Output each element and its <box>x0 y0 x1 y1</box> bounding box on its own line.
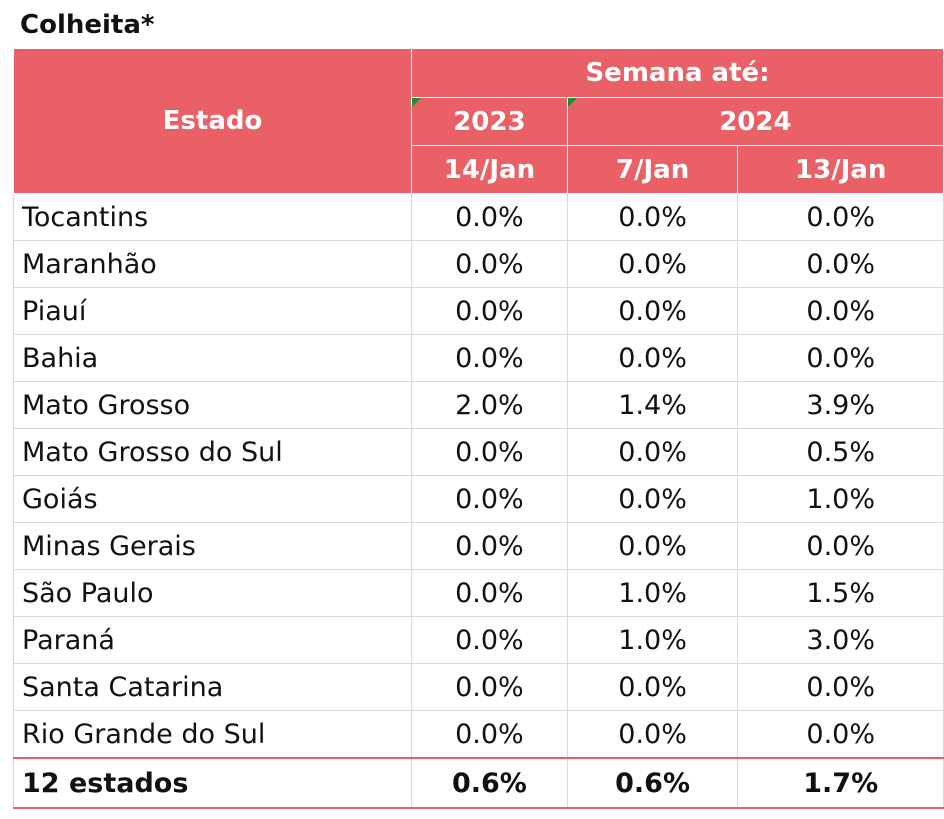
value-cell: 0.0% <box>411 240 568 288</box>
table-row: Rio Grande do Sul 0.0% 0.0% 0.0% <box>12 710 944 759</box>
value-cell: 1.4% <box>566 381 739 429</box>
value-cell: 0.0% <box>566 475 739 523</box>
table-row: Goiás 0.0% 0.0% 1.0% <box>12 475 944 523</box>
header-year-2024-label: 2024 <box>719 106 792 137</box>
table-row: Paraná 0.0% 1.0% 3.0% <box>12 616 944 664</box>
value-cell: 2.0% <box>411 381 568 429</box>
state-name-cell: Paraná <box>12 616 413 664</box>
value-cell: 1.0% <box>566 616 739 664</box>
table-title: Colheita* <box>20 10 155 40</box>
value-cell: 0.0% <box>411 569 568 617</box>
value-cell: 0.0% <box>737 334 944 382</box>
value-cell: 0.0% <box>411 428 568 476</box>
value-cell: 0.0% <box>411 334 568 382</box>
table-body: Tocantins 0.0% 0.0% 0.0% Maranhão 0.0% 0.0% 0.0… <box>12 193 944 809</box>
table-row: São Paulo 0.0% 1.0% 1.5% <box>12 569 944 617</box>
state-name-cell: Tocantins <box>12 193 413 241</box>
value-cell: 0.0% <box>566 287 739 335</box>
value-cell: 1.0% <box>737 475 944 523</box>
table-row: Maranhão 0.0% 0.0% 0.0% <box>12 240 944 288</box>
value-cell: 0.0% <box>566 522 739 570</box>
value-cell: 0.0% <box>566 710 739 759</box>
table-row: Tocantins 0.0% 0.0% 0.0% <box>12 193 944 241</box>
state-name-cell: Bahia <box>12 334 413 382</box>
value-cell: 3.9% <box>737 381 944 429</box>
table-row: Mato Grosso 2.0% 1.4% 3.9% <box>12 381 944 429</box>
total-value-cell: 0.6% <box>411 757 568 809</box>
value-cell: 0.0% <box>737 240 944 288</box>
value-cell: 0.0% <box>411 710 568 759</box>
header-year-2023-label: 2023 <box>453 106 526 137</box>
value-cell: 0.0% <box>737 193 944 241</box>
table-row: Minas Gerais 0.0% 0.0% 0.0% <box>12 522 944 570</box>
harvest-table: Estado Semana até: 2023 2024 14/Jan 7/Ja… <box>12 48 944 809</box>
value-cell: 0.0% <box>411 522 568 570</box>
header-date-13-jan: 13/Jan <box>737 145 944 194</box>
value-cell: 0.0% <box>737 663 944 711</box>
header-estado: Estado <box>12 48 413 194</box>
state-name-cell: Mato Grosso do Sul <box>12 428 413 476</box>
value-cell: 1.5% <box>737 569 944 617</box>
value-cell: 0.0% <box>566 663 739 711</box>
total-value-cell: 1.7% <box>737 757 944 809</box>
value-cell: 0.0% <box>566 240 739 288</box>
value-cell: 1.0% <box>566 569 739 617</box>
header-semana-ate: Semana até: <box>411 48 944 98</box>
value-cell: 0.0% <box>411 663 568 711</box>
total-label-cell: 12 estados <box>12 757 413 809</box>
table-row: Mato Grosso do Sul 0.0% 0.0% 0.5% <box>12 428 944 476</box>
value-cell: 0.0% <box>566 334 739 382</box>
value-cell: 0.0% <box>737 710 944 759</box>
cell-flag-icon <box>412 98 422 107</box>
state-name-cell: Goiás <box>12 475 413 523</box>
value-cell: 0.0% <box>737 522 944 570</box>
state-name-cell: Santa Catarina <box>12 663 413 711</box>
cell-flag-icon <box>567 98 577 107</box>
value-cell: 0.0% <box>411 475 568 523</box>
value-cell: 0.0% <box>566 193 739 241</box>
value-cell: 0.5% <box>737 428 944 476</box>
value-cell: 0.0% <box>566 428 739 476</box>
state-name-cell: Minas Gerais <box>12 522 413 570</box>
value-cell: 0.0% <box>411 193 568 241</box>
state-name-cell: Rio Grande do Sul <box>12 710 413 759</box>
total-value-cell: 0.6% <box>566 757 739 809</box>
table-row: Bahia 0.0% 0.0% 0.0% <box>12 334 944 382</box>
state-name-cell: Maranhão <box>12 240 413 288</box>
table-row: Piauí 0.0% 0.0% 0.0% <box>12 287 944 335</box>
header-year-2023: 2023 <box>411 97 568 146</box>
state-name-cell: São Paulo <box>12 569 413 617</box>
value-cell: 3.0% <box>737 616 944 664</box>
header-date-14-jan: 14/Jan <box>411 145 568 194</box>
state-name-cell: Mato Grosso <box>12 381 413 429</box>
state-name-cell: Piauí <box>12 287 413 335</box>
value-cell: 0.0% <box>411 287 568 335</box>
value-cell: 0.0% <box>737 287 944 335</box>
value-cell: 0.0% <box>411 616 568 664</box>
header-date-7-jan: 7/Jan <box>566 145 739 194</box>
table-row: Santa Catarina 0.0% 0.0% 0.0% <box>12 663 944 711</box>
header-year-2024: 2024 <box>566 97 944 146</box>
total-row: 12 estados 0.6% 0.6% 1.7% <box>12 757 944 809</box>
